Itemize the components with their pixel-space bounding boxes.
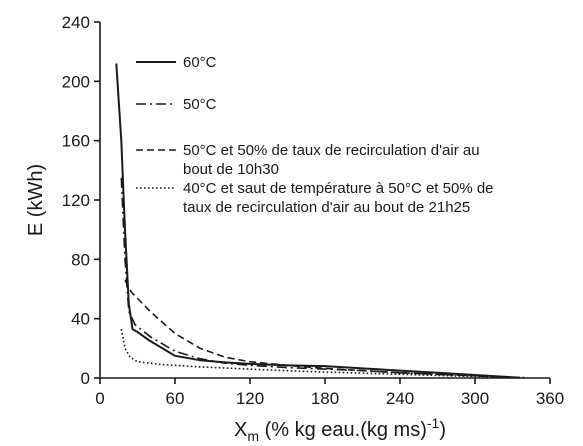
x-axis-title-superscript: -1 [427, 415, 440, 431]
x-tick-label: 120 [236, 389, 264, 408]
legend-label-3: bout de 10h30 [183, 161, 279, 178]
x-tick-label: 300 [461, 389, 489, 408]
legend-label-4: 40°C et saut de température à 50°C et 50… [183, 180, 494, 197]
ticks: 0 40 80 120 160 200 240 0 60 120 180 240 300 360 [62, 13, 565, 408]
y-tick-label: 160 [62, 132, 90, 151]
x-tick-label: 60 [166, 389, 185, 408]
legend-label-4: taux de recirculation d'air au bout de 2… [183, 199, 470, 216]
legend-label-2: 50°C [183, 96, 217, 113]
x-tick-label: 360 [536, 389, 564, 408]
y-tick-label: 80 [71, 250, 90, 269]
y-tick-label: 0 [81, 369, 90, 388]
x-tick-label: 0 [95, 389, 104, 408]
x-tick-label: 180 [311, 389, 339, 408]
y-tick-label: 200 [62, 72, 90, 91]
series-line-3 [124, 279, 513, 379]
x-axis-title-main: X [234, 419, 247, 441]
y-tick-label: 240 [62, 13, 90, 32]
series-line-1 [115, 63, 519, 379]
y-axis-title: E (kWh) [25, 164, 47, 236]
legend-label-3: 50°C et 50% de taux de recirculation d'a… [183, 142, 480, 159]
legend: 60°C 50°C 50°C et 50% de taux de recircula… [136, 54, 494, 216]
legend-label-1: 60°C [183, 54, 217, 71]
x-tick-label: 240 [386, 389, 414, 408]
x-axis-title-end: ) [439, 419, 446, 441]
x-axis-title-subscript: m [247, 428, 259, 444]
x-axis-title-unit: (% kg eau.(kg ms) [259, 419, 427, 441]
y-tick-label: 120 [62, 191, 90, 210]
y-tick-label: 40 [71, 310, 90, 329]
x-axis-title: Xm (% kg eau.(kg ms)-1) [234, 415, 446, 444]
series-lines [115, 63, 526, 379]
